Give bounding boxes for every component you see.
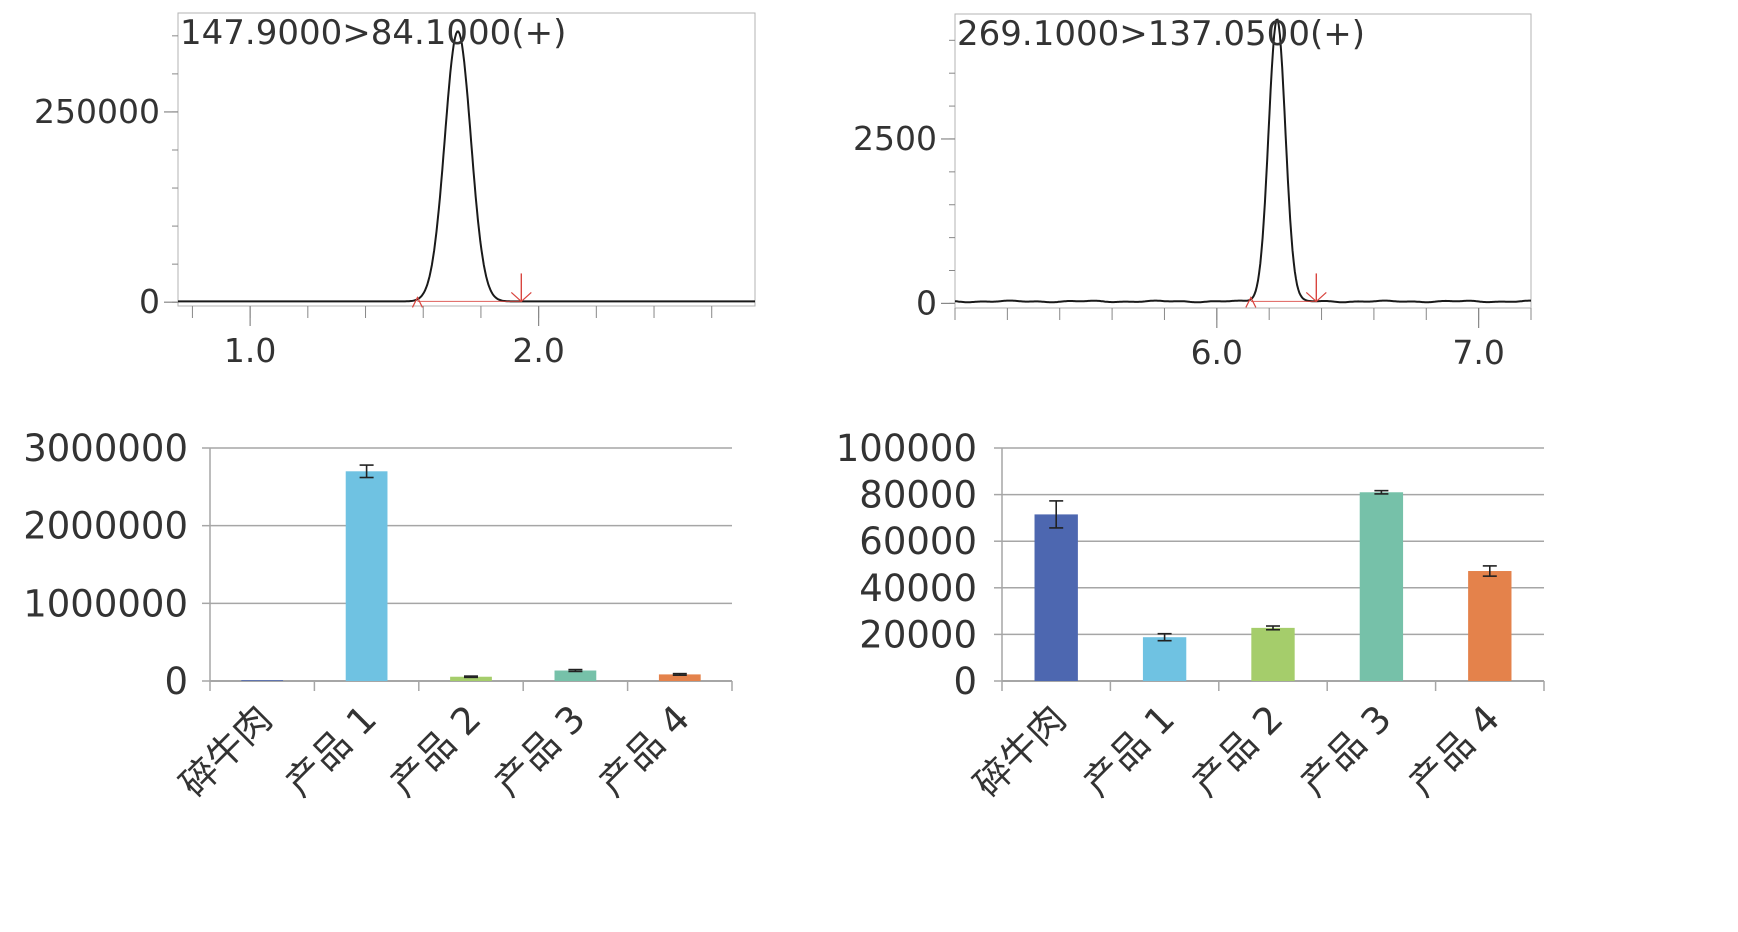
y-tick-label: 80000 [859, 474, 977, 517]
transition-title: 269.1000>137.0500(+) [957, 14, 1365, 54]
y-tick-label: 0 [916, 283, 937, 322]
y-tick-label: 40000 [859, 567, 977, 610]
y-tick-label: 60000 [859, 520, 977, 563]
bar-2 [1142, 637, 1187, 681]
transition-title: 147.9000>84.1000(+) [180, 13, 566, 53]
category-label: 产品 4 [590, 697, 698, 805]
bar-1 [1034, 514, 1078, 681]
x-tick-label: 1.0 [224, 331, 276, 370]
bar-4 [554, 670, 597, 681]
peak-start-marker [411, 296, 423, 308]
category-label: 碎牛肉 [966, 697, 1075, 806]
bar-5 [658, 674, 701, 681]
y-tick-label: 0 [139, 282, 160, 321]
category-label: 产品 4 [1400, 697, 1508, 805]
y-tick-label: 20000 [859, 613, 977, 656]
x-tick-label: 2.0 [512, 331, 564, 370]
bar-3 [450, 676, 492, 681]
plot-frame [954, 13, 1532, 309]
y-tick-label: 3000000 [23, 427, 188, 470]
category-label: 产品 3 [486, 697, 594, 805]
category-label: 产品 1 [277, 697, 385, 805]
y-tick-label: 2000000 [23, 505, 188, 548]
y-tick-label: 0 [953, 660, 977, 703]
plot-frame [177, 12, 756, 307]
peak-end-arrow [510, 291, 532, 303]
bar-3 [1251, 627, 1295, 681]
category-label: 产品 2 [1184, 697, 1292, 805]
bar-4 [1359, 492, 1404, 681]
peak-start-marker [1245, 296, 1257, 308]
peak-end-arrow [1305, 291, 1327, 303]
y-tick-label: 2500 [853, 119, 937, 158]
y-tick-label: 100000 [836, 427, 977, 470]
chromatogram-chart-1: 0 250000 1.0 2.0 147.9000>84.1000(+) [34, 12, 756, 370]
y-tick-label: 0 [164, 660, 188, 703]
bar-2 [345, 471, 388, 681]
x-tick-label: 6.0 [1191, 333, 1243, 372]
y-tick-label: 250000 [34, 92, 160, 131]
y-tick-label: 1000000 [23, 582, 188, 625]
category-label: 产品 3 [1292, 697, 1400, 805]
x-tick-label: 7.0 [1452, 333, 1504, 372]
bar-1 [241, 680, 284, 681]
category-label: 产品 1 [1075, 697, 1183, 805]
category-label: 碎牛肉 [172, 697, 281, 806]
bar-5 [1468, 571, 1512, 681]
chromatogram-chart-2: 0 2500 6.0 7.0 269.1000>137.0500(+) [853, 13, 1532, 372]
category-label: 产品 2 [382, 697, 490, 805]
chromatogram-trace [954, 18, 1531, 304]
chromatogram-trace [178, 30, 755, 303]
